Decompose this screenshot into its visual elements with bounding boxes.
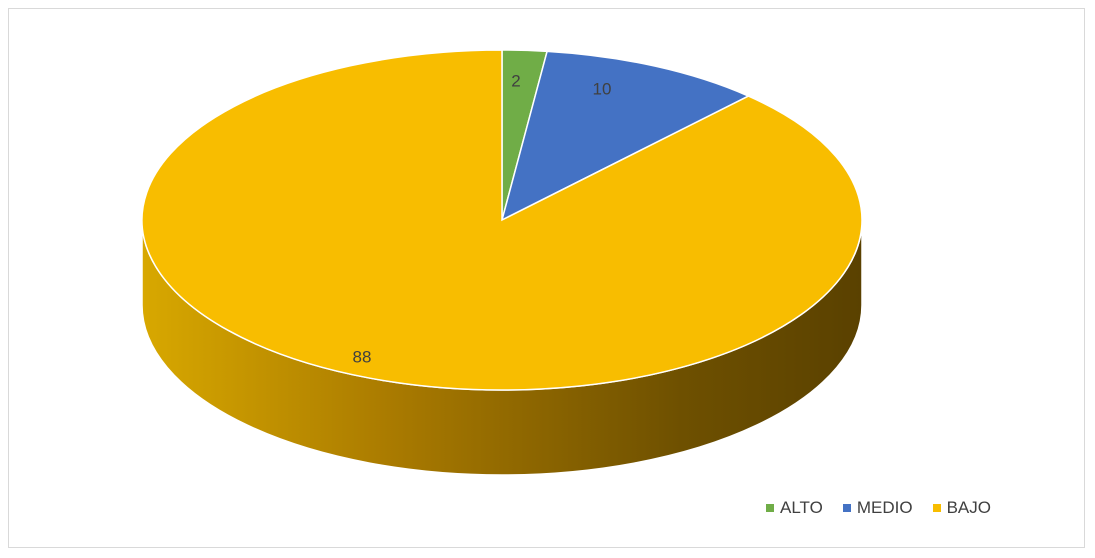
data-label-bajo: 88 [353,347,372,366]
pie-slice-medio [500,50,751,222]
pie-labels: 2 10 88 [353,71,612,366]
pie-top [141,49,863,391]
legend-item-alto: ALTO [766,498,823,518]
pie-slice-bajo [141,49,863,391]
legend: ALTO MEDIO BAJO [766,498,991,518]
legend-swatch [842,504,851,512]
legend-item-medio: MEDIO [842,498,913,518]
legend-swatch [932,504,941,512]
legend-swatch [766,504,774,512]
legend-label: ALTO [780,498,823,517]
legend-label: BAJO [946,498,991,517]
legend-label: MEDIO [856,498,913,517]
legend-item-bajo: BAJO [932,498,991,518]
data-label-alto: 2 [511,71,520,90]
data-label-medio: 10 [593,79,612,98]
